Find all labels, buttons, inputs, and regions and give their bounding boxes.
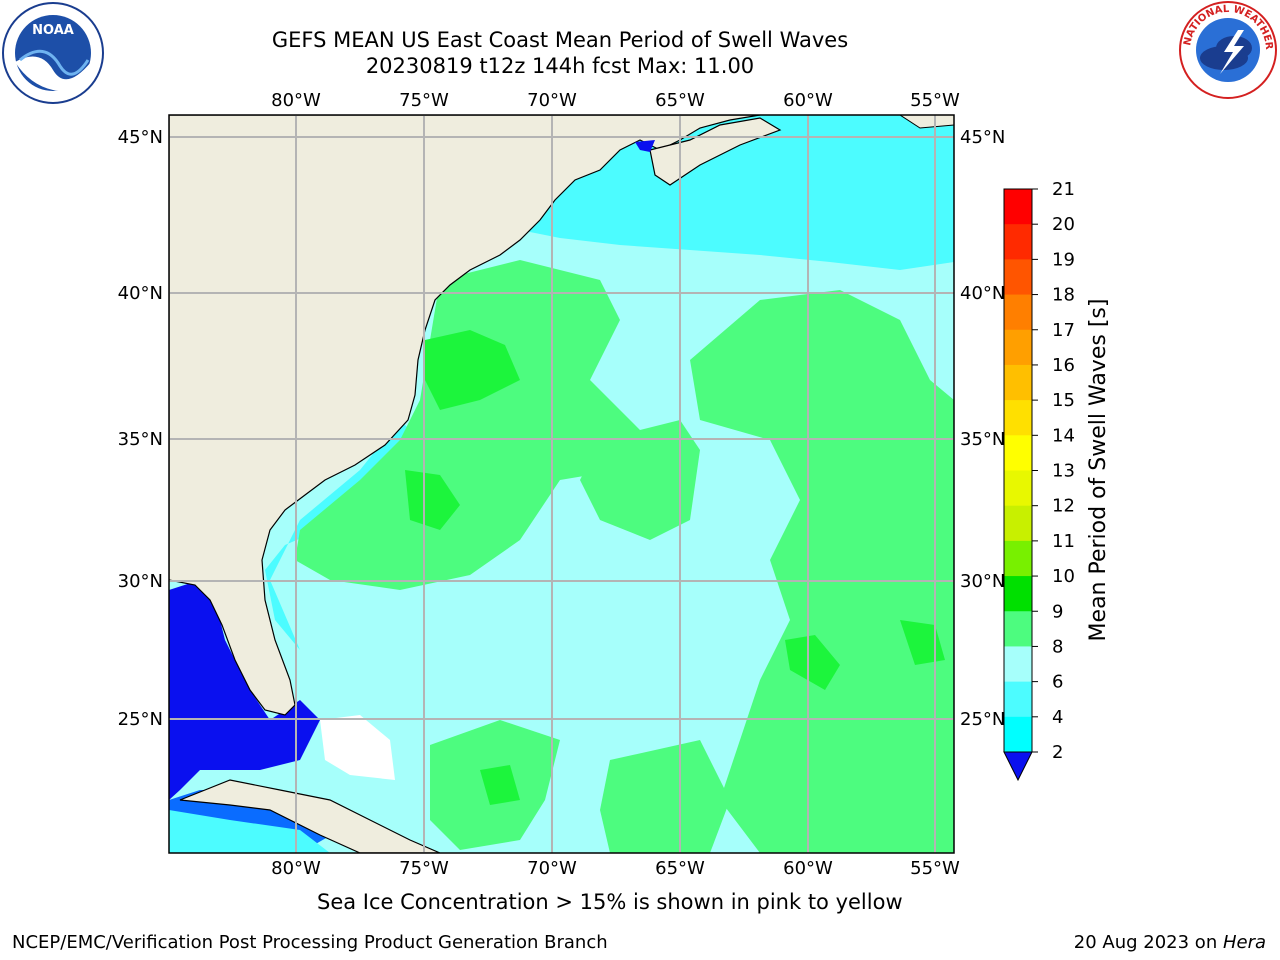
noaa-logo-text: NOAA	[32, 23, 74, 38]
colorbar: 21 20 19 18 17 16 15 14 13 12 11 10 9 8 6 4 2	[1003, 179, 1075, 782]
lon-label-bottom: 60°W	[783, 858, 833, 879]
nws-logo: NATIONAL WEATHER SERVICE	[1178, 0, 1277, 99]
colorbar-segment	[1004, 681, 1032, 718]
lon-label-bottom: 65°W	[655, 858, 705, 879]
ocean-green-south2	[600, 740, 730, 853]
lon-label-top: 55°W	[910, 90, 960, 111]
lon-label-top: 65°W	[655, 90, 705, 111]
newfoundland-land	[899, 115, 954, 129]
map-axis-labels: 80°W 80°W 75°W 75°W 70°W 70°W 65°W 65°W 60°W 60°W…	[118, 90, 1006, 879]
lat-label-right: 45°N	[960, 127, 1005, 148]
lon-label-top: 70°W	[527, 90, 577, 111]
noaa-logo: NOAA	[2, 2, 104, 104]
colorbar-segment	[1004, 540, 1032, 577]
footer-date: 20 Aug 2023 on Hera	[1074, 932, 1266, 953]
lon-label-bottom: 80°W	[271, 858, 321, 879]
colorbar-label: Mean Period of Swell Waves [s]	[1086, 299, 1111, 642]
lon-label-bottom: 55°W	[910, 858, 960, 879]
colorbar-segment	[1004, 400, 1032, 436]
colorbar-tick-label: 4	[1052, 707, 1063, 728]
footer-credit: NCEP/EMC/Verification Post Processing Pr…	[12, 932, 608, 953]
lon-label-top: 60°W	[783, 90, 833, 111]
ocean-green-west	[295, 260, 640, 590]
lat-label-left: 45°N	[118, 127, 163, 148]
gulf-region	[169, 580, 320, 800]
colorbar-tick-label: 18	[1052, 285, 1075, 306]
lon-label-top: 75°W	[399, 90, 449, 111]
land	[169, 115, 761, 716]
ocean-green-patch1	[425, 330, 520, 410]
lat-label-left: 25°N	[118, 709, 163, 730]
ocean-green-patch4	[900, 620, 945, 665]
colorbar-segment	[1004, 470, 1032, 507]
colorbar-segment	[1004, 224, 1032, 260]
lat-label-right: 35°N	[960, 429, 1005, 450]
lat-label-right: 30°N	[960, 571, 1005, 592]
ocean-green-east	[690, 290, 954, 853]
footer-machine: Hera	[1222, 932, 1266, 953]
colorbar-tick-label: 19	[1052, 249, 1075, 270]
colorbar-segment	[1004, 435, 1032, 471]
ocean-green-patch2	[405, 470, 460, 530]
colorbar-segment	[1004, 364, 1032, 401]
colorbar-segment	[1004, 189, 1032, 225]
map-field	[169, 115, 954, 853]
lat-label-left: 35°N	[118, 429, 163, 450]
colorbar-tick-label: 20	[1052, 214, 1075, 235]
map-frame	[168, 114, 955, 854]
lon-label-bottom: 75°W	[399, 858, 449, 879]
colorbar-tick-label: 15	[1052, 390, 1075, 411]
map-gridlines	[169, 115, 954, 853]
map-title: GEFS MEAN US East Coast Mean Period of S…	[271, 28, 849, 52]
colorbar-segment	[1004, 505, 1032, 542]
sea-ice-note: Sea Ice Concentration > 15% is shown in …	[317, 890, 903, 914]
footer-date-text: 20 Aug 2023 on	[1073, 932, 1223, 953]
colorbar-segment	[1004, 329, 1032, 366]
colorbar-extend-triangle	[1003, 751, 1033, 782]
colorbar-segment	[1004, 716, 1032, 753]
lon-label-top: 80°W	[271, 90, 321, 111]
colorbar-tick-label: 9	[1052, 601, 1063, 622]
lon-label-bottom: 70°W	[527, 858, 577, 879]
colorbar-segment	[1004, 576, 1032, 612]
colorbar-segment	[1004, 646, 1032, 683]
ocean-green-center	[580, 420, 700, 540]
colorbar-tick-label: 11	[1052, 531, 1075, 552]
caribbean-cyan	[169, 810, 330, 853]
colorbar-tick-label: 17	[1052, 320, 1075, 341]
colorbar-segment	[1004, 294, 1032, 331]
ocean-cyan-north	[505, 115, 954, 270]
lat-label-right: 40°N	[960, 283, 1005, 304]
colorbar-tick-label: 8	[1052, 636, 1063, 657]
colorbar-tick-label: 13	[1052, 461, 1075, 482]
colorbar-tick-label: 10	[1052, 566, 1075, 587]
colorbar-tick-label: 2	[1052, 742, 1063, 763]
colorbar-tick-label: 6	[1052, 672, 1063, 693]
colorbar-segment	[1004, 611, 1032, 647]
ocean-green-patch5	[480, 765, 520, 805]
colorbar-tick-label: 16	[1052, 355, 1075, 376]
colorbar-tick-label: 12	[1052, 496, 1075, 517]
lat-label-left: 40°N	[118, 283, 163, 304]
colorbar-tick-label: 14	[1052, 425, 1075, 446]
lat-label-left: 30°N	[118, 571, 163, 592]
colorbar-segment	[1004, 259, 1032, 296]
fundy-blue	[635, 140, 655, 152]
lat-label-right: 25°N	[960, 709, 1005, 730]
ocean-green-patch3	[785, 635, 840, 690]
map-subtitle: 20230819 t12z 144h fcst Max: 11.00	[365, 54, 755, 78]
bahamas-white	[320, 715, 395, 780]
colorbar-tick-label: 21	[1052, 179, 1075, 200]
